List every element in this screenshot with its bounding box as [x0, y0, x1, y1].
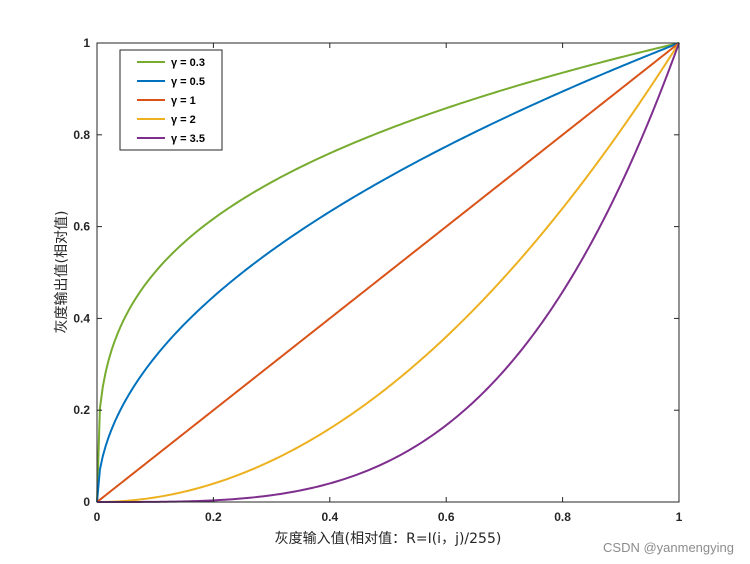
- x-axis-label: 灰度输入值(相对值：R=I(i，j)/255): [275, 531, 502, 547]
- series-line-3: [96, 42, 680, 503]
- y-axis-label: 灰度输出值(相对值): [54, 211, 70, 334]
- y-tick-label: 0.6: [73, 220, 90, 234]
- series-line-5: [97, 42, 680, 503]
- x-tick-label: 0.6: [438, 510, 455, 524]
- series-line-2: [96, 42, 680, 503]
- series-line-4: [96, 42, 680, 503]
- series-layer: [96, 42, 680, 503]
- x-tick-label: 0: [94, 510, 101, 524]
- x-tick-label: 0.8: [554, 510, 571, 524]
- legend-entry-label: γ = 0.5: [171, 76, 205, 88]
- x-tick-label: 1: [676, 510, 683, 524]
- y-tick-label: 0.2: [73, 403, 90, 417]
- y-tick-label: 0: [83, 495, 90, 509]
- x-tick-label: 0.2: [205, 510, 222, 524]
- legend-entry-label: γ = 2: [171, 114, 196, 126]
- legend-entry-label: γ = 0.3: [171, 57, 205, 69]
- legend-entry-label: γ = 1: [171, 95, 196, 107]
- x-tick-label: 0.4: [321, 510, 338, 524]
- legend-entry-label: γ = 3.5: [171, 133, 205, 145]
- axes-box: [96, 42, 680, 503]
- ticks-layer: 00 0.2 0.2 0.4 0.4 0.6 0.6 0.8 0.8 1 1: [73, 36, 682, 524]
- legend: γ = 0.3 γ = 0.5 γ = 1 γ = 2 γ = 3.5: [119, 49, 223, 151]
- y-tick-label: 1: [83, 36, 90, 50]
- watermark: CSDN @yanmengying: [603, 540, 734, 555]
- series-line-1: [96, 42, 680, 503]
- y-tick-label: 0.8: [73, 128, 90, 142]
- y-tick-label: 0.4: [73, 311, 90, 325]
